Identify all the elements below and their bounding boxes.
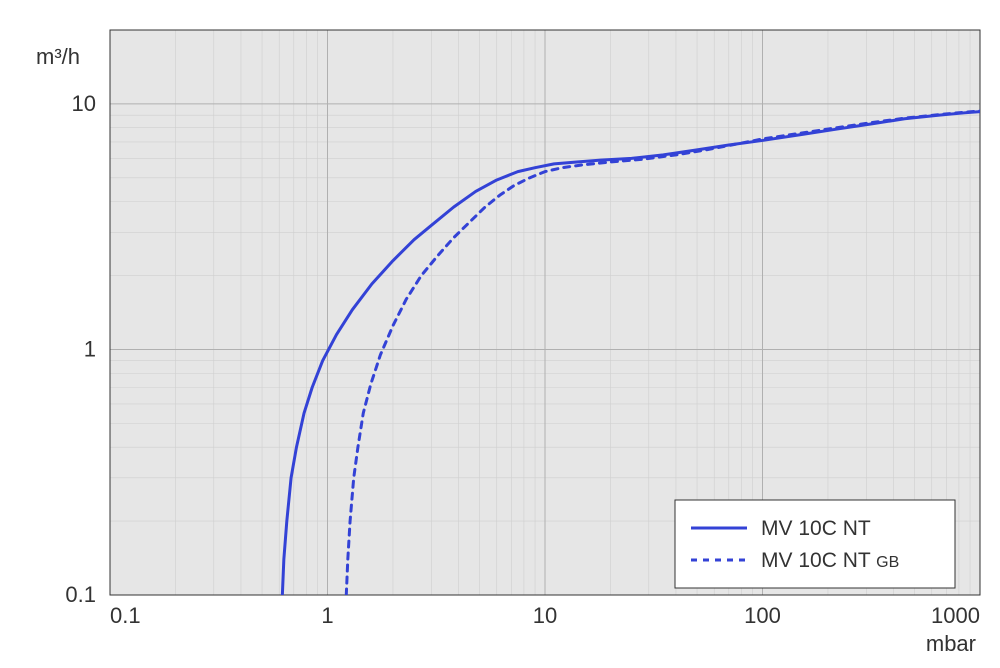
- y-tick-label: 10: [72, 91, 96, 116]
- x-axis-label: mbar: [926, 631, 976, 656]
- x-tick-label: 1000: [931, 603, 980, 628]
- y-axis-label: m³/h: [36, 44, 80, 69]
- y-tick-label: 0.1: [65, 582, 96, 607]
- x-tick-label: 0.1: [110, 603, 141, 628]
- chart-svg: 0.111010010000.1110mbarm³/hMV 10C NTMV 1…: [0, 0, 1000, 668]
- x-tick-label: 10: [533, 603, 557, 628]
- pump-curve-chart: 0.111010010000.1110mbarm³/hMV 10C NTMV 1…: [0, 0, 1000, 668]
- legend-label-0: MV 10C NT: [761, 517, 871, 540]
- x-tick-label: 1: [321, 603, 333, 628]
- x-tick-label: 100: [744, 603, 781, 628]
- legend-box: [675, 500, 955, 588]
- y-tick-label: 1: [84, 336, 96, 361]
